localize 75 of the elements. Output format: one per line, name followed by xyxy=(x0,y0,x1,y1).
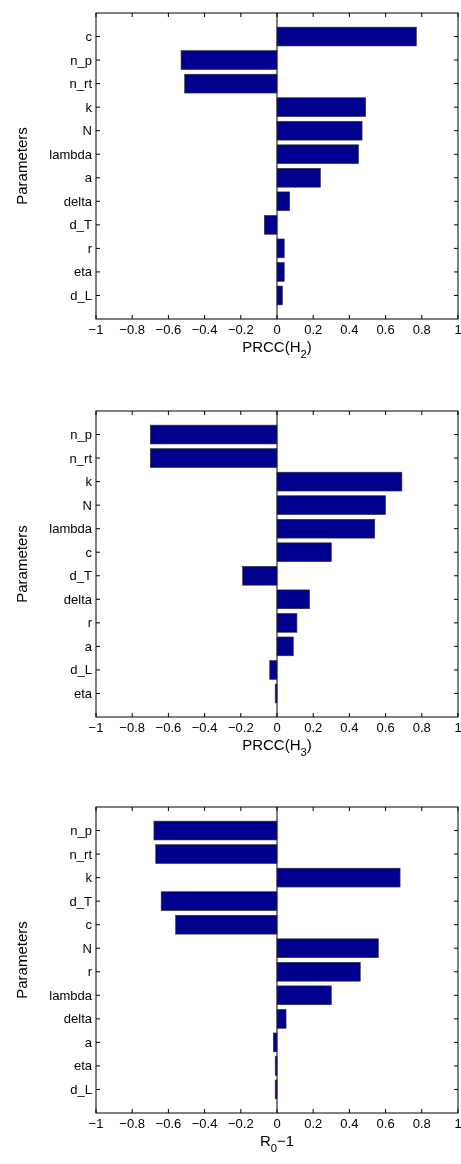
x-axis-title: PRCC(H$_{3}$) xyxy=(242,736,312,758)
y-tick-label: c xyxy=(85,29,93,45)
y-tick-label: eta xyxy=(73,1058,93,1074)
y-tick-label: delta xyxy=(63,591,93,607)
x-tick-label: 1 xyxy=(454,720,461,735)
y-tick-label: delta xyxy=(63,1011,93,1027)
y-tick-label: k xyxy=(85,870,93,886)
x-tick-label: 0.2 xyxy=(304,322,323,337)
y-tick-label: eta xyxy=(73,685,93,701)
y-tick-label: d_T xyxy=(69,893,93,909)
y-tick-label: n_rt xyxy=(69,76,93,92)
y-tick-label: r xyxy=(87,240,93,256)
y-tick-label: n_p xyxy=(70,427,92,443)
y-tick-label: a xyxy=(84,1034,93,1050)
x-tick-label: −0.8 xyxy=(119,1116,146,1131)
y-tick-label: lambda xyxy=(49,521,93,537)
x-tick-label: −0.8 xyxy=(119,322,146,337)
y-tick-label: a xyxy=(84,638,93,654)
x-tick-label: −0.6 xyxy=(155,322,182,337)
x-tick-label: 0 xyxy=(273,322,281,337)
y-axis-title: Parameters xyxy=(13,525,30,603)
x-tick-label: 0.8 xyxy=(412,1116,431,1131)
x-tick-label: 0 xyxy=(273,1116,281,1131)
y-tick-label: c xyxy=(85,917,93,933)
x-tick-label: −0.4 xyxy=(191,1116,218,1131)
y-tick-label: n_p xyxy=(70,823,92,839)
x-tick-label: 0.4 xyxy=(340,322,359,337)
y-tick-label: lambda xyxy=(49,146,93,162)
x-tick-label: 0.6 xyxy=(376,720,395,735)
y-tick-label: d_T xyxy=(69,217,93,233)
y-tick-label: d_L xyxy=(70,662,92,678)
y-tick-label: eta xyxy=(73,264,93,280)
x-tick-label: −0.2 xyxy=(227,322,254,337)
x-tick-label: −0.8 xyxy=(119,720,146,735)
y-tick-label: d_L xyxy=(70,287,92,303)
x-tick-label: 0.6 xyxy=(376,1116,395,1131)
x-axis-title: PRCC(H$_{2}$) xyxy=(242,338,312,360)
x-tick-label: 0 xyxy=(273,720,281,735)
y-tick-label: c xyxy=(85,544,93,560)
y-tick-label: d_T xyxy=(69,568,93,584)
y-tick-label: d_L xyxy=(70,1081,92,1097)
x-tick-label: 0.8 xyxy=(412,720,431,735)
y-axis-title: Parameters xyxy=(13,127,30,205)
x-tick-label: 0.6 xyxy=(376,322,395,337)
y-tick-label: N xyxy=(82,123,92,139)
x-tick-label: 0.4 xyxy=(340,720,359,735)
y-axis-title: Parameters xyxy=(13,921,30,999)
x-tick-label: 0.2 xyxy=(304,1116,323,1131)
y-tick-label: n_p xyxy=(70,52,92,68)
x-tick-label: −1 xyxy=(88,322,104,337)
y-tick-label: N xyxy=(82,940,92,956)
y-tick-label: a xyxy=(84,170,93,186)
x-tick-label: −0.6 xyxy=(155,1116,182,1131)
x-tick-label: −0.4 xyxy=(191,322,218,337)
x-tick-label: −1 xyxy=(88,720,104,735)
y-tick-label: N xyxy=(82,497,92,513)
y-tick-label: n_rt xyxy=(69,450,93,466)
x-tick-label: 0.4 xyxy=(340,1116,359,1131)
x-tick-label: −0.6 xyxy=(155,720,182,735)
y-tick-label: r xyxy=(87,615,93,631)
y-tick-label: delta xyxy=(63,193,93,209)
y-tick-label: k xyxy=(85,99,93,115)
y-tick-label: n_rt xyxy=(69,846,93,862)
x-tick-label: −0.2 xyxy=(227,1116,254,1131)
x-tick-label: −1 xyxy=(88,1116,104,1131)
x-tick-label: 1 xyxy=(454,1116,461,1131)
y-tick-label: r xyxy=(87,964,93,980)
x-tick-label: 0.8 xyxy=(412,322,431,337)
y-tick-label: lambda xyxy=(49,987,93,1003)
x-tick-label: −0.4 xyxy=(191,720,218,735)
x-tick-label: −0.2 xyxy=(227,720,254,735)
x-tick-label: 0.2 xyxy=(304,720,323,735)
x-axis-title: R$_{0}$−1 xyxy=(259,1132,295,1154)
x-tick-label: 1 xyxy=(454,322,461,337)
y-tick-label: k xyxy=(85,474,93,490)
